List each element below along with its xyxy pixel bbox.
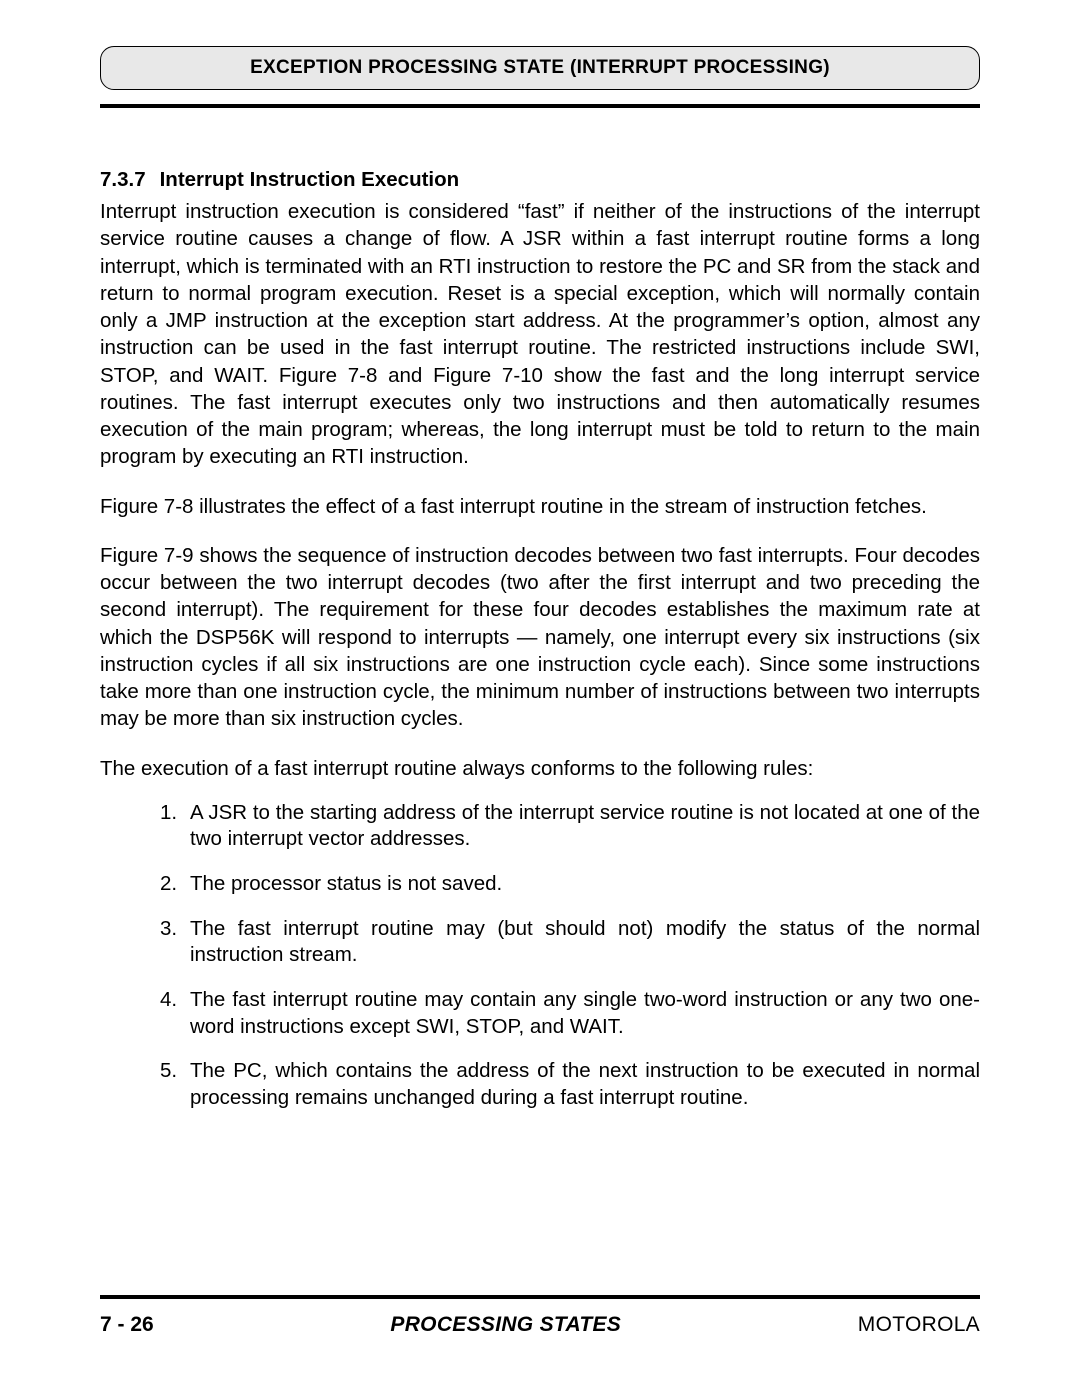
footer-page-number: 7 - 26 (100, 1313, 154, 1337)
rules-list: A JSR to the starting address of the int… (160, 800, 980, 1112)
section-title: Interrupt Instruction Execution (160, 168, 460, 191)
paragraph-1: Interrupt instruction execution is consi… (100, 198, 980, 471)
footer-row: 7 - 26 PROCESSING STATES MOTOROLA (100, 1313, 980, 1337)
section-number: 7.3.7 (100, 168, 146, 192)
list-item: The PC, which contains the address of th… (160, 1058, 980, 1111)
paragraph-2: Figure 7-8 illustrates the effect of a f… (100, 493, 980, 520)
content: 7.3.7 Interrupt Instruction Execution Int… (100, 168, 980, 1112)
footer-right: MOTOROLA (858, 1313, 980, 1337)
page: EXCEPTION PROCESSING STATE (INTERRUPT PR… (0, 0, 1080, 1397)
footer-center: PROCESSING STATES (390, 1313, 621, 1337)
list-item: The processor status is not saved. (160, 871, 980, 898)
header-title-box: EXCEPTION PROCESSING STATE (INTERRUPT PR… (100, 46, 980, 90)
paragraph-3: Figure 7-9 shows the sequence of instruc… (100, 542, 980, 733)
list-item: The fast interrupt routine may (but shou… (160, 916, 980, 969)
list-item: A JSR to the starting address of the int… (160, 800, 980, 853)
header-rule (100, 104, 980, 108)
footer: 7 - 26 PROCESSING STATES MOTOROLA (100, 1295, 980, 1337)
header-title: EXCEPTION PROCESSING STATE (INTERRUPT PR… (250, 57, 830, 78)
footer-rule (100, 1295, 980, 1299)
paragraph-4: The execution of a fast interrupt routin… (100, 755, 980, 782)
list-item: The fast interrupt routine may contain a… (160, 987, 980, 1040)
section-heading: 7.3.7 Interrupt Instruction Execution (100, 168, 980, 192)
